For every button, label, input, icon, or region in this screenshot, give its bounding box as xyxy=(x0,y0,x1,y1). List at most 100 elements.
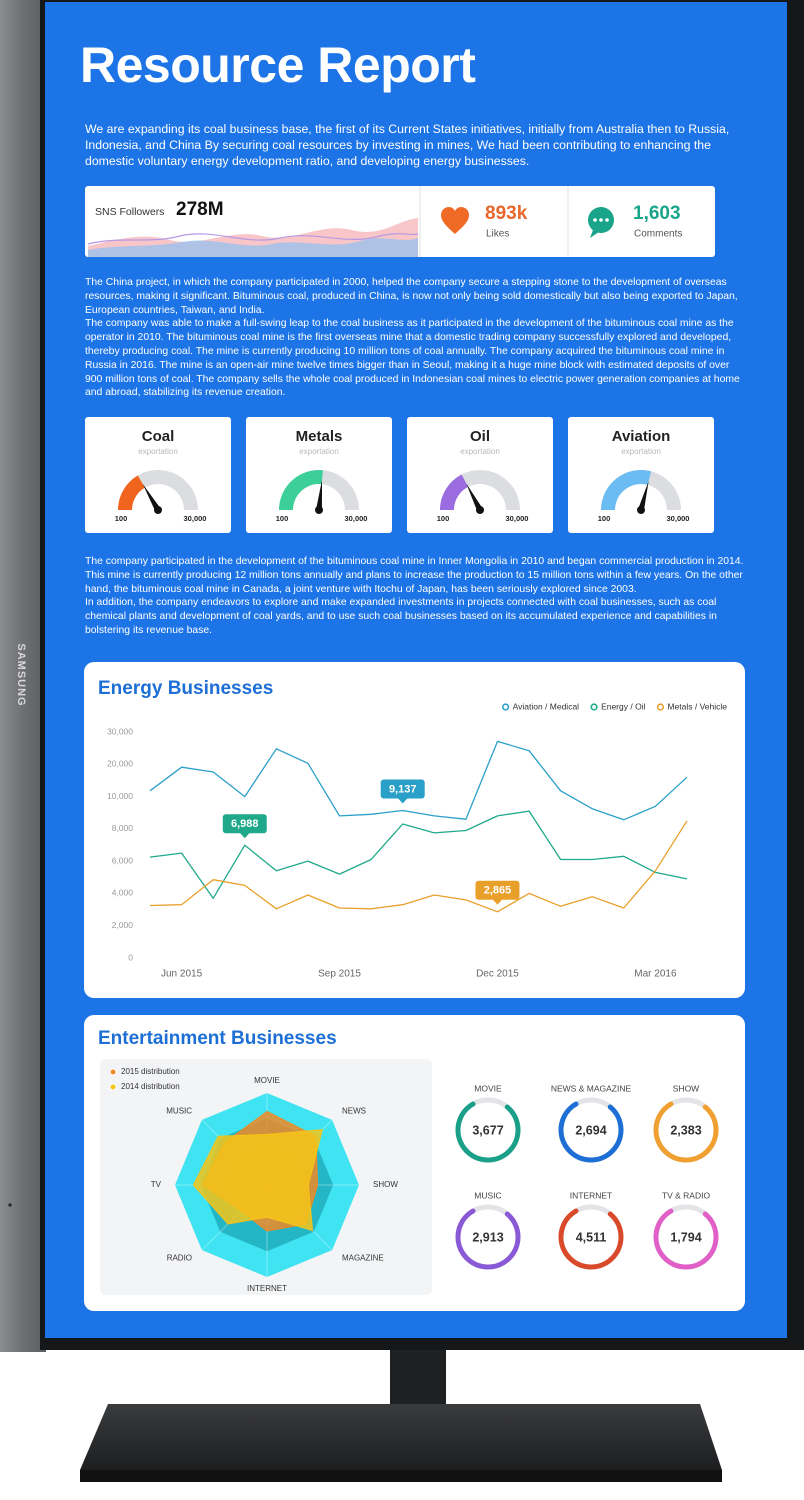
callout-pointer xyxy=(492,899,503,905)
data-label: 9,137 xyxy=(389,783,417,795)
chart-title: Entertainment Businesses xyxy=(98,1028,337,1049)
body-text: The China project, in which the company … xyxy=(85,276,745,400)
gauge-hub xyxy=(637,506,645,514)
radar-axis-label: SHOW xyxy=(373,1180,398,1189)
line xyxy=(149,810,688,899)
y-tick-label: 10,000 xyxy=(107,791,133,801)
legend-marker xyxy=(501,703,510,711)
heart-icon xyxy=(441,207,469,234)
callout xyxy=(475,880,520,900)
stand-neck xyxy=(390,1350,446,1412)
gauge-card: Metals exportation 100 30,000 xyxy=(246,417,392,533)
gauge-title: Oil xyxy=(469,428,490,445)
donut-value: 4,511 xyxy=(576,1230,607,1244)
donut-ring xyxy=(558,1208,624,1270)
donut-ring xyxy=(653,1101,719,1163)
stat-value: 278M xyxy=(176,199,224,220)
gauge-max-label: 30,000 xyxy=(667,514,690,523)
stats-graphics: SNS Followers 278M 893k Likes 1,603 Comm… xyxy=(87,186,682,257)
callout xyxy=(222,814,267,834)
stat-label: SNS Followers xyxy=(95,206,164,218)
legend-label: Aviation / Medical xyxy=(513,701,580,711)
gauge-subtitle: exportation xyxy=(621,447,661,456)
gauge-card: Oil exportation 100 30,000 xyxy=(407,417,553,533)
donut-ring xyxy=(455,1208,521,1270)
line xyxy=(149,740,688,821)
gauge-min-label: 100 xyxy=(437,514,450,523)
gauge-hub xyxy=(315,506,323,514)
gauge-hub xyxy=(154,506,162,514)
body-text: The company participated in the developm… xyxy=(85,555,745,638)
gauge-max-label: 30,000 xyxy=(345,514,368,523)
gauge-max-label: 30,000 xyxy=(184,514,207,523)
gauge-subtitle: exportation xyxy=(299,447,339,456)
radar-axis-label: TV xyxy=(151,1180,162,1189)
gauge-min-label: 100 xyxy=(276,514,289,523)
donut-label: MOVIE xyxy=(474,1083,502,1093)
chat-icon-tail xyxy=(590,230,599,238)
donut-label: NEWS & MAGAZINE xyxy=(551,1083,632,1093)
power-led xyxy=(8,1203,12,1207)
paragraph: The company participated in the developm… xyxy=(85,556,744,595)
gauge-min-label: 100 xyxy=(598,514,611,523)
sparkline xyxy=(87,233,419,245)
paragraph: The China project, in which the company … xyxy=(85,277,738,316)
stat-label: Likes xyxy=(486,229,509,240)
donut-label: SHOW xyxy=(673,1083,699,1093)
report-title: Resource Report xyxy=(80,37,476,93)
gauge-needle xyxy=(466,483,483,512)
stat-label: Comments xyxy=(634,229,682,240)
gauge-title: Aviation xyxy=(611,428,671,445)
radar-axis-label: MOVIE xyxy=(254,1076,280,1085)
brand: SAMSUNG xyxy=(15,643,27,706)
stat-value: 893k xyxy=(485,203,528,224)
gauge: 100 30,000 xyxy=(437,470,528,523)
radar-axis-label: RADIO xyxy=(167,1254,192,1263)
chat-dot xyxy=(593,218,597,222)
donut-label: MUSIC xyxy=(474,1190,501,1200)
data-label: 2,865 xyxy=(484,885,512,897)
left-bezel xyxy=(0,0,46,1352)
x-tick-label: Jun 2015 xyxy=(161,969,203,980)
gauge-title: Coal xyxy=(141,428,175,445)
radar-area xyxy=(192,1129,323,1232)
x-tick-label: Sep 2015 xyxy=(318,969,361,980)
donut-value: 2,383 xyxy=(670,1123,701,1137)
radar-axis-label: INTERNET xyxy=(247,1284,287,1293)
gauge: 100 30,000 xyxy=(276,470,368,523)
gauge-needle xyxy=(316,480,322,511)
donut-value: 3,677 xyxy=(472,1123,503,1137)
gauge-fill xyxy=(279,470,323,510)
donut-label: TV & RADIO xyxy=(662,1190,711,1200)
legend-label: 2014 distribution xyxy=(121,1082,180,1091)
radar-axis-label: NEWS xyxy=(342,1107,366,1116)
stand-base-edge xyxy=(80,1470,722,1482)
donut-value: 2,694 xyxy=(575,1123,606,1137)
line-chart: Energy Businesses 0 2,000 4,000 6,000 8,000 1… xyxy=(98,678,727,980)
legend-marker xyxy=(109,1083,117,1091)
gauge: 100 30,000 xyxy=(115,470,207,523)
paragraph: The company was able to make a full-swin… xyxy=(85,318,740,399)
chat-dot xyxy=(605,218,609,222)
y-tick-label: 2,000 xyxy=(112,920,134,930)
x-tick-label: Dec 2015 xyxy=(476,969,519,980)
legend-marker xyxy=(656,703,665,711)
y-tick-label: 20,000 xyxy=(107,759,133,769)
gauge-fill xyxy=(440,474,469,510)
y-tick-label: 4,000 xyxy=(112,888,134,898)
gauge-min-label: 100 xyxy=(115,514,128,523)
donut-ring xyxy=(455,1101,521,1163)
chat-dot xyxy=(599,218,603,222)
gauge-needle xyxy=(638,480,649,511)
energy-card xyxy=(84,662,745,998)
legend-label: 2015 distribution xyxy=(121,1067,180,1076)
gauge-title: Metals xyxy=(295,428,343,445)
gauge-card: Coal exportation 100 30,000 xyxy=(85,417,231,533)
x-tick-label: Mar 2016 xyxy=(634,969,677,980)
gauge-card: Aviation exportation 100 30,000 xyxy=(568,417,714,533)
gauge-subtitle: exportation xyxy=(138,447,178,456)
chart-title: Energy Businesses xyxy=(98,678,273,699)
y-tick-label: 8,000 xyxy=(112,823,134,833)
gauge-subtitle: exportation xyxy=(460,447,500,456)
intro: We are expanding its coal business base,… xyxy=(85,122,730,168)
